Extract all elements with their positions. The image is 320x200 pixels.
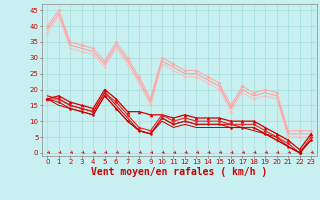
X-axis label: Vent moyen/en rafales ( km/h ): Vent moyen/en rafales ( km/h ) [91, 167, 267, 177]
